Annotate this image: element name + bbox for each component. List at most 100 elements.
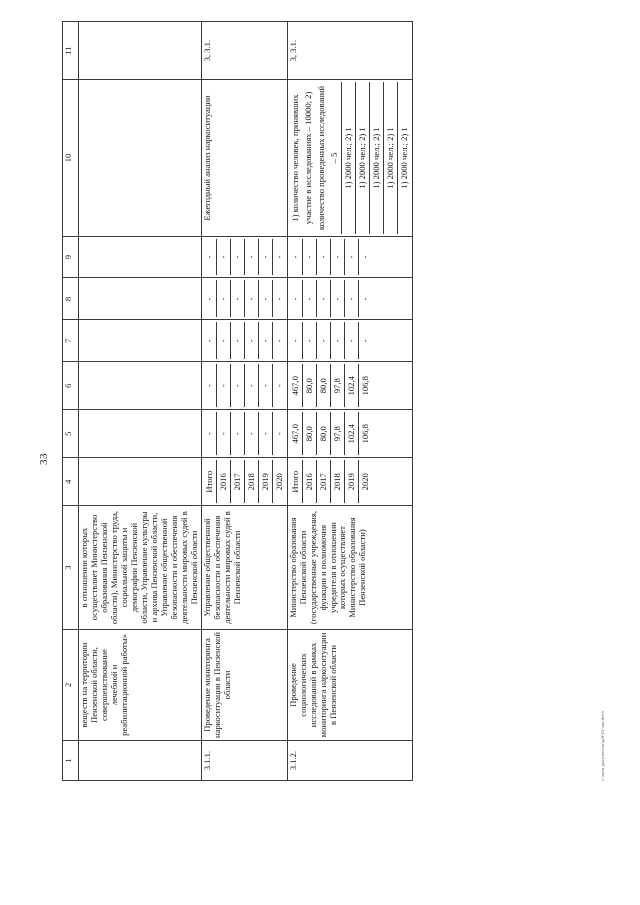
column-number-4: 4: [62, 457, 79, 506]
measure-executor: Управление общественной безопасности и о…: [201, 505, 288, 630]
table-row-continued: веществ на территории Пензенской области…: [78, 21, 202, 781]
value-cell: -: [230, 364, 245, 408]
period-cell: 2019: [344, 460, 359, 504]
measure-values-col6: - - - - - -: [201, 361, 288, 410]
value-cell: -: [359, 297, 370, 301]
value-cell: 97,8: [330, 412, 345, 456]
footer-file-path: c:\мои документы\pdf\21-шл.docx: [600, 710, 605, 781]
value-cell: -: [316, 238, 331, 276]
measure-result: 1) количество человек, принявших участие…: [287, 79, 413, 237]
period-cell: 2019: [258, 460, 273, 504]
measure-values-col7: - - - - - -: [287, 319, 413, 362]
value-cell: -: [202, 322, 217, 360]
value-cell: -: [288, 238, 303, 276]
period-cell: 2018: [244, 460, 259, 504]
page-number: 33: [38, 453, 50, 465]
result-cell: 1) 2000 чел.; 2) 1: [341, 82, 356, 234]
period-cell: 2016: [302, 460, 317, 504]
value-cell: 80,0: [316, 412, 331, 456]
value-cell: -: [216, 280, 231, 318]
value-cell: -: [202, 280, 217, 318]
value-cell: -: [258, 322, 273, 360]
value-cell: -: [330, 322, 345, 360]
value-cell: -: [244, 238, 259, 276]
value-cell: 80,0: [302, 412, 317, 456]
measure-name: Проведение мониторинга наркоситуации в П…: [201, 629, 288, 741]
column-number-11: 11: [62, 21, 79, 80]
value-cell: -: [330, 280, 345, 318]
continued-measure: веществ на территории Пензенской области…: [78, 629, 202, 741]
period-cell: 2016: [216, 460, 231, 504]
value-cell: -: [273, 384, 284, 388]
column-number-7: 7: [62, 319, 79, 362]
measure-values-col6: 467,0 80,0 80,0 97,8 102,4 106,8: [287, 361, 413, 410]
measure-executor: Министерство образования Пензенской обла…: [287, 505, 413, 630]
value-cell: -: [230, 238, 245, 276]
continued-period: [78, 457, 202, 506]
column-number-9: 9: [62, 236, 79, 278]
value-cell: 102,4: [344, 412, 359, 456]
value-cell: -: [330, 238, 345, 276]
continued-code: [78, 740, 202, 781]
value-cell: -: [244, 322, 259, 360]
column-number-10: 10: [62, 79, 79, 237]
measure-link: 3, 3.1.: [287, 21, 413, 80]
value-cell: -: [230, 412, 245, 456]
column-number-5: 5: [62, 409, 79, 458]
value-cell: -: [202, 364, 217, 408]
value-cell: -: [302, 238, 317, 276]
measure-values-col5: - - - - - -: [201, 409, 288, 458]
measure-link: 3, 3.1.: [201, 21, 288, 80]
continued-value-6: [78, 361, 202, 410]
value-cell: -: [273, 255, 284, 259]
value-cell: -: [258, 412, 273, 456]
continued-value-8: [78, 277, 202, 320]
value-cell: -: [258, 280, 273, 318]
value-cell: -: [244, 364, 259, 408]
continued-result: [78, 79, 202, 237]
measure-periods: Итого 2016 2017 2018 2019 2020: [201, 457, 288, 506]
value-cell: -: [230, 280, 245, 318]
period-cell: 2017: [230, 460, 245, 504]
value-cell: -: [344, 238, 359, 276]
value-cell: -: [344, 280, 359, 318]
period-cell: 2020: [273, 473, 284, 491]
value-cell: 106,8: [359, 376, 370, 396]
column-number-8: 8: [62, 277, 79, 320]
value-cell: -: [230, 322, 245, 360]
measure-periods: Итого 2016 2017 2018 2019 2020: [287, 457, 413, 506]
table-row: 3.1.1. Проведение мониторинга наркоситуа…: [201, 21, 288, 781]
column-number-6: 6: [62, 361, 79, 410]
value-cell: 97,8: [330, 364, 345, 408]
value-cell: -: [216, 322, 231, 360]
value-cell: -: [288, 322, 303, 360]
value-cell: -: [202, 412, 217, 456]
measure-values-col8: - - - - - -: [201, 277, 288, 320]
value-cell: -: [302, 280, 317, 318]
value-cell: -: [202, 238, 217, 276]
continued-executor: в отношении которых осуществляет Министе…: [78, 505, 202, 630]
column-number-2: 2: [62, 629, 79, 741]
continued-value-7: [78, 319, 202, 362]
value-cell: -: [288, 280, 303, 318]
period-cell: 2017: [316, 460, 331, 504]
continued-value-9: [78, 236, 202, 278]
value-cell: -: [359, 255, 370, 259]
value-cell: -: [258, 238, 273, 276]
period-cell: Итого: [202, 460, 217, 504]
table-column-number-row: 1 2 3 4 5 6 7 8 9 10 11: [62, 21, 79, 781]
value-cell: 467,0: [288, 364, 303, 408]
value-cell: -: [244, 412, 259, 456]
result-summary: 1) количество человек, принявших участие…: [288, 82, 342, 234]
measure-code: 3.1.2.: [287, 740, 413, 781]
program-measures-table: 1 2 3 4 5 6 7 8 9 10 11 веществ на терри…: [62, 21, 413, 781]
value-cell: 106,8: [359, 424, 370, 444]
measure-result: Ежегодный анализ наркоситуации: [201, 79, 288, 237]
column-number-1: 1: [62, 740, 79, 781]
measure-values-col5: 467,0 80,0 80,0 97,8 102,4 106,8: [287, 409, 413, 458]
value-cell: -: [273, 339, 284, 343]
value-cell: -: [302, 322, 317, 360]
measure-name: Проведение социологических исследований …: [287, 629, 413, 741]
result-cell: 1) 2000 чел.; 2) 1: [383, 82, 398, 234]
